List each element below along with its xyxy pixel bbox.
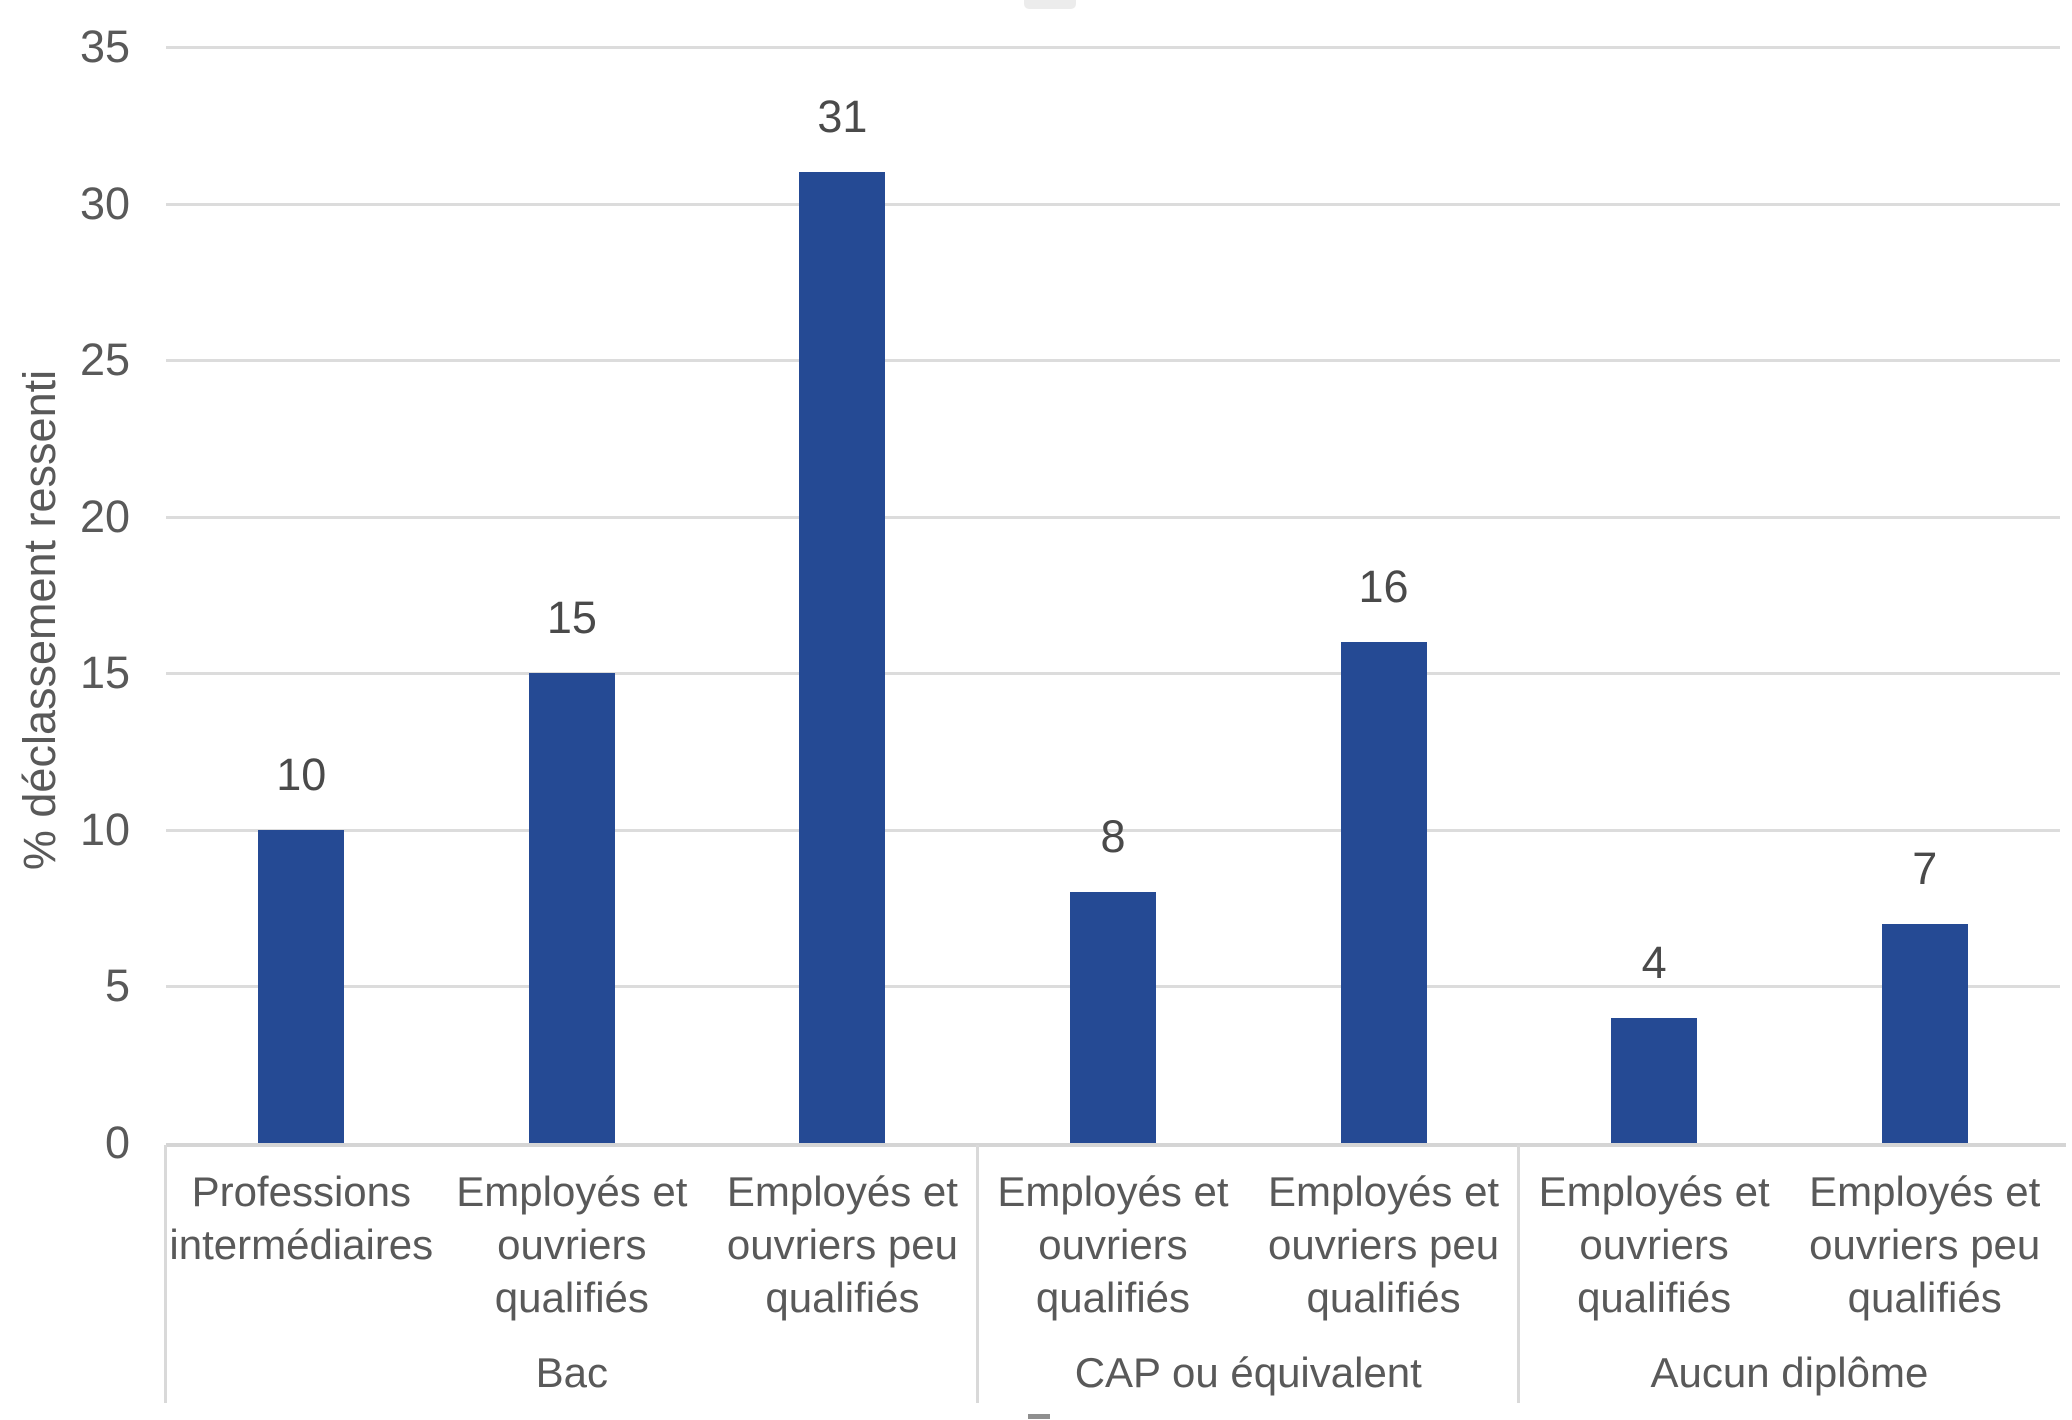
category-label: Professions intermédiaires <box>169 1168 434 1268</box>
bar <box>1070 892 1156 1143</box>
category-label: Employés et ouvriers peu qualifiés <box>1268 1168 1500 1321</box>
bar-value-label: 4 <box>1641 936 1667 988</box>
gridline <box>166 515 2060 519</box>
x-axis-line <box>166 1143 2066 1147</box>
bar <box>1340 641 1427 1143</box>
y-tick-label: 30 <box>79 177 130 229</box>
bar <box>799 172 886 1143</box>
y-tick-label: 0 <box>104 1117 130 1168</box>
group-divider <box>1516 1145 1520 1403</box>
gridline <box>166 202 2060 206</box>
bar-value-label: 7 <box>1912 842 1938 894</box>
bar <box>528 673 615 1143</box>
group-label: CAP ou équivalent <box>1074 1349 1422 1396</box>
overlay-pill-artifact <box>1024 0 1076 9</box>
category-label: Employés et ouvriers peu qualifiés <box>726 1168 958 1321</box>
group-divider <box>164 1145 167 1403</box>
category-label: Employés et ouvriers qualifiés <box>997 1168 1229 1321</box>
bar-value-label: 16 <box>1358 560 1409 612</box>
bar-value-label: 10 <box>276 748 327 800</box>
y-tick-label: 35 <box>79 21 130 72</box>
bar <box>258 829 345 1143</box>
gridline <box>166 46 2060 49</box>
category-label: Employés et ouvriers qualifiés <box>1538 1168 1770 1321</box>
legend-stub-artifact <box>1028 1414 1050 1419</box>
bar-value-label: 15 <box>546 592 597 644</box>
y-tick-label: 5 <box>104 960 130 1012</box>
bar-value-label: 8 <box>1100 811 1126 863</box>
bar-value-label: 31 <box>817 91 868 143</box>
y-tick-label: 15 <box>79 647 130 699</box>
bar <box>1881 923 1968 1143</box>
y-tick-label: 25 <box>79 334 130 386</box>
gridline <box>166 828 2060 832</box>
gridline <box>166 359 2060 363</box>
gridline <box>166 672 2060 676</box>
category-label: Employés et ouvriers qualifiés <box>456 1168 688 1321</box>
group-divider <box>975 1145 979 1403</box>
bar <box>1611 1017 1698 1143</box>
group-label: Aucun diplôme <box>1650 1349 1929 1396</box>
y-tick-label: 20 <box>79 490 130 542</box>
category-label: Employés et ouvriers peu qualifiés <box>1809 1168 2041 1321</box>
y-tick-label: 10 <box>79 803 130 855</box>
group-label: Bac <box>535 1349 609 1396</box>
